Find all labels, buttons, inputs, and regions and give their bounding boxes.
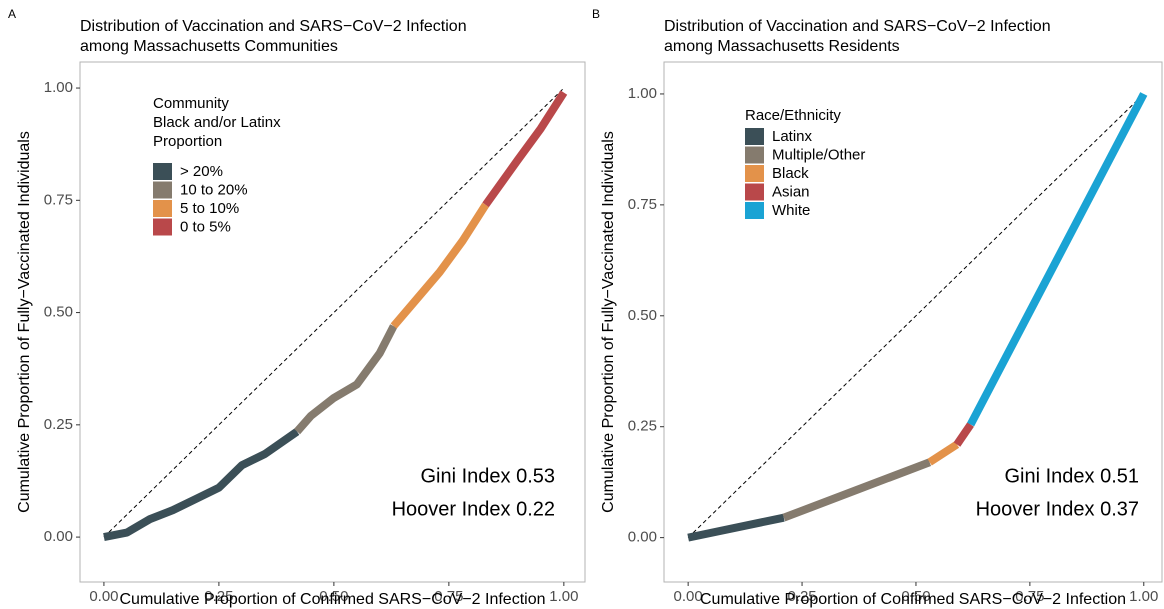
y-tick-label: 0.50 (628, 307, 657, 324)
legend-key (153, 163, 172, 180)
x-tick-label: 0.25 (204, 588, 233, 605)
chart-title: Distribution of Vaccination and SARS−CoV… (664, 18, 1051, 35)
plot-border (663, 61, 1163, 583)
legend-label: Latinx (772, 128, 813, 145)
legend-key (745, 128, 764, 145)
series-line (782, 458, 932, 522)
chart-title: Distribution of Vaccination and SARS−CoV… (80, 18, 467, 35)
legend-title: Race/Ethnicity (745, 107, 841, 124)
chart-title: among Massachusetts Communities (80, 38, 338, 55)
legend-key (745, 146, 764, 164)
legend-title: Community (153, 95, 229, 112)
legend-title: Black and/or Latinx (153, 114, 281, 131)
legend-key (153, 218, 172, 236)
y-tick-label: 0.25 (628, 418, 657, 435)
legend-title: Proportion (153, 133, 222, 150)
reference-line (103, 87, 565, 538)
y-tick-label: 0.00 (44, 528, 73, 545)
series-line (294, 324, 398, 435)
plot-border (79, 61, 586, 583)
legend-label: White (772, 202, 810, 219)
x-tick-label: 0.50 (319, 588, 348, 605)
x-tick-label: 0.00 (674, 588, 703, 605)
series-line (927, 441, 960, 466)
series-line (103, 428, 300, 542)
legend-key (745, 202, 764, 219)
x-tick-label: 0.00 (89, 588, 118, 605)
x-tick-label: 0.25 (787, 588, 816, 605)
x-tick-label: 0.50 (901, 588, 930, 605)
y-tick-label: 0.75 (44, 191, 73, 208)
legend-key (153, 181, 172, 199)
annotation: Gini Index 0.53 (420, 465, 555, 487)
annotation: Hoover Index 0.37 (976, 498, 1139, 520)
legend-label: Black (772, 165, 809, 182)
annotation: Hoover Index 0.22 (392, 498, 555, 520)
y-axis-label: Cumulative Proportion of Fully−Vaccinate… (16, 131, 33, 513)
series-line (687, 513, 785, 542)
series-line (967, 92, 1148, 427)
legend-label: 5 to 10% (180, 200, 239, 217)
x-tick-label: 1.00 (1129, 588, 1158, 605)
x-tick-label: 1.00 (549, 588, 578, 605)
y-tick-label: 0.00 (628, 529, 657, 546)
chart-title: among Massachusetts Residents (664, 38, 900, 55)
y-tick-label: 0.75 (628, 196, 657, 213)
legend-label: 10 to 20% (180, 181, 248, 198)
x-axis-label: Cumulative Proportion of Confirmed SARS−… (120, 591, 546, 608)
legend-key (745, 165, 764, 182)
legend-key (745, 183, 764, 201)
legend-label: Asian (772, 183, 810, 200)
y-tick-label: 1.00 (628, 85, 657, 102)
reference-line (687, 93, 1145, 538)
legend-label: Multiple/Other (772, 146, 865, 163)
annotation: Gini Index 0.51 (1004, 465, 1139, 487)
series-line (390, 202, 490, 329)
series-line (953, 422, 974, 447)
legend-label: 0 to 5% (180, 218, 231, 235)
legend-label: > 20% (180, 163, 223, 180)
x-tick-label: 0.75 (434, 588, 463, 605)
y-tick-label: 1.00 (44, 79, 73, 96)
panel-label: B (592, 7, 600, 21)
panel-label: A (8, 7, 16, 21)
y-tick-label: 0.25 (44, 416, 73, 433)
series-line (482, 90, 568, 208)
y-axis-label: Cumulative Proportion of Fully−Vaccinate… (600, 131, 617, 513)
x-tick-label: 0.75 (1015, 588, 1044, 605)
legend-key (153, 200, 172, 217)
x-axis-label: Cumulative Proportion of Confirmed SARS−… (700, 591, 1126, 608)
y-tick-label: 0.50 (44, 304, 73, 321)
